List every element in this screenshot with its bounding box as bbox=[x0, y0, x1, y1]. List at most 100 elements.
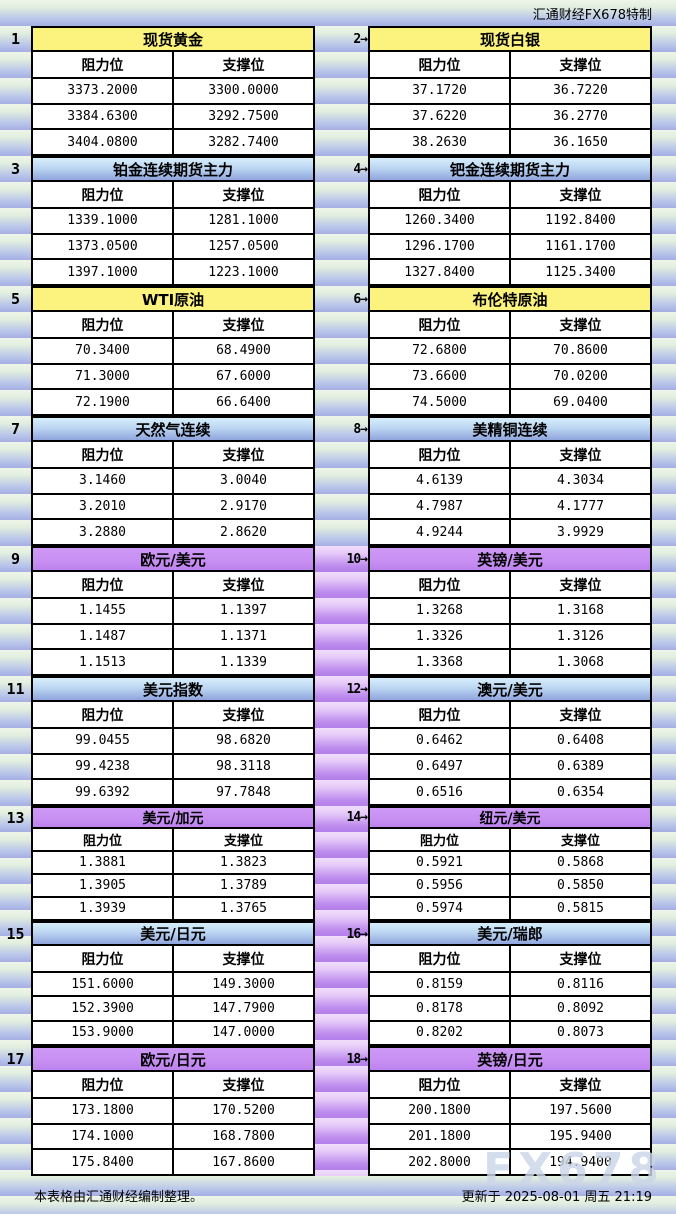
row-number-column: 7 bbox=[0, 416, 31, 546]
support-header: 支撑位 bbox=[509, 52, 650, 77]
table-row: 0.5974 0.5815 bbox=[370, 898, 650, 919]
resistance-value: 99.0455 bbox=[75, 733, 130, 749]
table-row: 0.8202 0.8073 bbox=[370, 1021, 650, 1044]
table-row: 0.5921 0.5868 bbox=[370, 852, 650, 875]
gutter-column: 4→ bbox=[315, 156, 368, 286]
support-header: 支撑位 bbox=[172, 572, 313, 597]
right-margin bbox=[652, 806, 676, 921]
resistance-value: 74.5000 bbox=[412, 394, 467, 410]
column-header-row: 阻力位 支撑位 bbox=[370, 1072, 650, 1099]
row-number-column: 1 bbox=[0, 26, 31, 156]
panel-title: 铂金连续期货主力 bbox=[33, 158, 313, 182]
support-value: 1.3068 bbox=[509, 650, 650, 675]
support-value: 36.7220 bbox=[509, 79, 650, 103]
resistance-value: 1327.8400 bbox=[404, 264, 475, 280]
column-header-row: 阻力位 支撑位 bbox=[33, 946, 313, 973]
column-header-row: 阻力位 支撑位 bbox=[370, 312, 650, 339]
resistance-header: 阻力位 bbox=[418, 317, 461, 334]
resistance-value: 0.8178 bbox=[416, 1000, 463, 1016]
resistance-header: 阻力位 bbox=[81, 951, 124, 968]
resistance-value: 202.8000 bbox=[408, 1154, 471, 1170]
panel-title: 英镑/日元 bbox=[370, 1048, 650, 1072]
support-header: 支撑位 bbox=[509, 442, 650, 467]
footer-updated-timestamp: 更新于 2025-08-01 周五 21:19 bbox=[461, 1189, 652, 1205]
support-value: 1.3789 bbox=[172, 875, 313, 896]
table-row: 153.9000 147.0000 bbox=[33, 1021, 313, 1044]
resistance-header: 阻力位 bbox=[418, 707, 461, 724]
resistance-header: 阻力位 bbox=[82, 834, 122, 849]
resistance-header: 阻力位 bbox=[81, 317, 124, 334]
table-row: 1.1513 1.1339 bbox=[33, 650, 313, 675]
resistance-value: 0.6516 bbox=[416, 784, 463, 800]
support-value: 0.8073 bbox=[509, 1021, 650, 1044]
resistance-value: 72.1900 bbox=[75, 394, 130, 410]
right-margin bbox=[652, 156, 676, 286]
table-row: 151.6000 149.3000 bbox=[33, 973, 313, 998]
support-value: 2.8620 bbox=[172, 520, 313, 545]
panel-title: 英镑/美元 bbox=[370, 548, 650, 572]
resistance-value: 151.6000 bbox=[71, 976, 134, 992]
support-value: 66.6400 bbox=[172, 390, 313, 415]
support-header: 支撑位 bbox=[172, 702, 313, 727]
resistance-value: 1339.1000 bbox=[67, 213, 138, 229]
resistance-value: 3373.2000 bbox=[67, 83, 138, 99]
table-row: 1.3905 1.3789 bbox=[33, 875, 313, 898]
table-row: 99.0455 98.6820 bbox=[33, 729, 313, 755]
support-value: 1.3126 bbox=[509, 624, 650, 649]
column-header-row: 阻力位 支撑位 bbox=[370, 572, 650, 599]
panel-title: WTI原油 bbox=[33, 288, 313, 312]
column-header-row: 阻力位 支撑位 bbox=[370, 946, 650, 973]
row-number-column: 11 bbox=[0, 676, 31, 806]
support-value: 0.6354 bbox=[509, 780, 650, 805]
row-pointer-label: 8→ bbox=[353, 421, 368, 437]
support-header: 支撑位 bbox=[172, 52, 313, 77]
table-row: 175.8400 167.8600 bbox=[33, 1150, 313, 1175]
resistance-header: 阻力位 bbox=[418, 951, 461, 968]
resistance-header: 阻力位 bbox=[81, 447, 124, 464]
instrument-panel: 现货白银 阻力位 支撑位 37.1720 36.7220 37.6220 36.2770 38… bbox=[368, 26, 652, 156]
support-value: 4.3034 bbox=[509, 469, 650, 493]
column-header-row: 阻力位 支撑位 bbox=[33, 829, 313, 852]
resistance-value: 153.9000 bbox=[71, 1025, 134, 1041]
row-number-column: 13 bbox=[0, 806, 31, 921]
support-value: 98.3118 bbox=[172, 754, 313, 779]
support-value: 70.8600 bbox=[509, 339, 650, 363]
support-value: 36.1650 bbox=[509, 130, 650, 155]
support-value: 0.6389 bbox=[509, 754, 650, 779]
row-number-column: 5 bbox=[0, 286, 31, 416]
row-number-label: 17 bbox=[6, 1050, 25, 1068]
support-value: 194.9400 bbox=[509, 1150, 650, 1175]
support-value: 3282.7400 bbox=[172, 130, 313, 155]
support-value: 1.1397 bbox=[172, 599, 313, 623]
table-row: 71.3000 67.6000 bbox=[33, 364, 313, 391]
instrument-panel: 现货黄金 阻力位 支撑位 3373.2000 3300.0000 3384.6300 329… bbox=[31, 26, 315, 156]
resistance-header: 阻力位 bbox=[418, 1077, 461, 1094]
resistance-header: 阻力位 bbox=[81, 187, 124, 204]
resistance-value: 3.2880 bbox=[79, 524, 126, 540]
row-pointer-label: 14→ bbox=[346, 810, 368, 825]
table-row: 4.6139 4.3034 bbox=[370, 469, 650, 495]
table-row: 1339.1000 1281.1000 bbox=[33, 209, 313, 235]
support-header: 支撑位 bbox=[509, 572, 650, 597]
table-row: 99.6392 97.7848 bbox=[33, 780, 313, 805]
instrument-panel: 欧元/日元 阻力位 支撑位 173.1800 170.5200 174.1000 168.7… bbox=[31, 1046, 315, 1176]
resistance-value: 1.3905 bbox=[79, 878, 126, 893]
panel-title: 澳元/美元 bbox=[370, 678, 650, 702]
support-value: 167.8600 bbox=[172, 1150, 313, 1175]
instrument-panel: WTI原油 阻力位 支撑位 70.3400 68.4900 71.3000 67.6000 7… bbox=[31, 286, 315, 416]
resistance-value: 72.6800 bbox=[412, 343, 467, 359]
column-header-row: 阻力位 支撑位 bbox=[370, 52, 650, 79]
section-row: 11 美元指数 阻力位 支撑位 99.0455 98.6820 99.4238 98.3118… bbox=[0, 676, 676, 806]
resistance-value: 1296.1700 bbox=[404, 239, 475, 254]
section-row: 9 欧元/美元 阻力位 支撑位 1.1455 1.1397 1.1487 1.1371 1.15… bbox=[0, 546, 676, 676]
support-header: 支撑位 bbox=[172, 829, 313, 850]
row-pointer-label: 18→ bbox=[346, 1051, 368, 1067]
table-row: 3384.6300 3292.7500 bbox=[33, 104, 313, 131]
right-margin bbox=[652, 546, 676, 676]
resistance-header: 阻力位 bbox=[81, 1077, 124, 1094]
top-bar: 汇通财经FX678特制 bbox=[0, 0, 676, 26]
table-row: 1.3268 1.3168 bbox=[370, 599, 650, 625]
row-pointer-label: 16→ bbox=[346, 926, 368, 942]
panel-title: 美元指数 bbox=[33, 678, 313, 702]
row-number-column: 3 bbox=[0, 156, 31, 286]
